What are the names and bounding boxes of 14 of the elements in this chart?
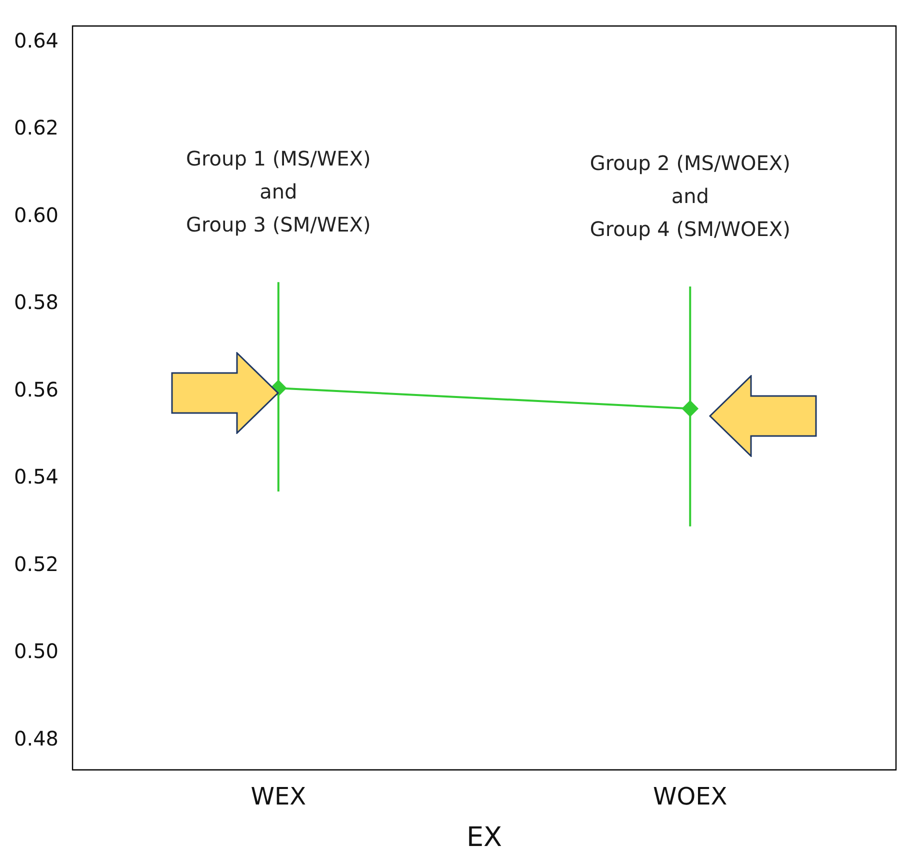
- annotation: Group 2 (MS/WOEX) and Group 4 (SM/WOEX): [590, 151, 790, 242]
- x-tick-label: WOEX: [653, 782, 728, 810]
- y-tick-label: 0.56: [14, 377, 59, 402]
- y-tick-label: 0.54: [14, 464, 59, 489]
- y-tick-label: 0.64: [14, 28, 59, 52]
- x-axis-title: EX: [466, 822, 502, 853]
- annotation: Group 1 (MS/WEX) and Group 3 (SM/WEX): [186, 146, 371, 237]
- y-tick-label: 0.62: [14, 116, 59, 140]
- x-tick-label: WEX: [250, 782, 306, 810]
- y-tick-label: 0.60: [14, 202, 59, 227]
- y-tick-label: 0.48: [14, 726, 59, 750]
- y-tick-label: 0.52: [14, 552, 59, 576]
- y-tick-label: 0.58: [14, 290, 59, 314]
- y-tick-label: 0.50: [14, 639, 59, 664]
